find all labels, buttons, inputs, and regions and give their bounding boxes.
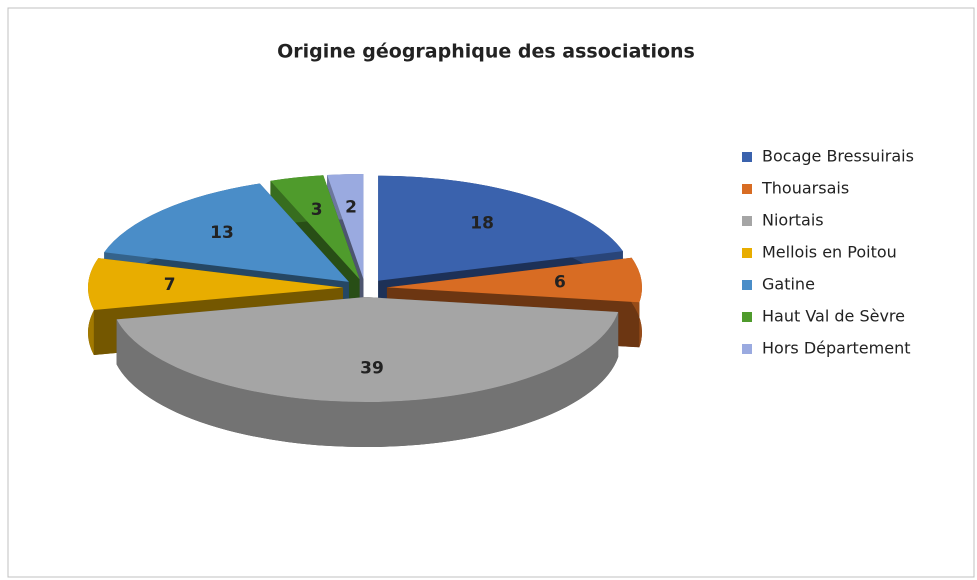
chart-title: Origine géographique des associations [277, 41, 695, 63]
data-label: 13 [210, 223, 234, 243]
legend: Bocage Bressuirais Thouarsais Niortais Mell… [742, 147, 914, 358]
legend-label: Haut Val de Sèvre [762, 307, 905, 326]
legend-swatch [742, 152, 752, 162]
data-label: 6 [554, 272, 566, 292]
slice [386, 257, 642, 303]
legend-swatch [742, 184, 752, 194]
slice-rim [116, 311, 619, 448]
legend-swatch [742, 280, 752, 290]
legend-label: Niortais [762, 211, 824, 230]
legend-label: Gatine [762, 275, 815, 294]
slice [116, 297, 619, 403]
legend-label: Hors Département [762, 339, 910, 358]
slice [270, 175, 360, 280]
legend-label: Mellois en Poitou [762, 243, 897, 262]
slice [88, 258, 344, 310]
data-label: 18 [470, 214, 494, 234]
slice [378, 175, 623, 281]
data-label: 7 [164, 275, 176, 295]
slice [327, 173, 364, 279]
legend-label: Bocage Bressuirais [762, 147, 914, 166]
data-label: 2 [345, 198, 357, 218]
legend-swatch [742, 312, 752, 322]
legend-swatch [742, 216, 752, 226]
legend-label: Thouarsais [761, 179, 849, 198]
data-label: 3 [311, 200, 323, 220]
legend-swatch [742, 248, 752, 258]
slice [104, 183, 349, 282]
legend-swatch [742, 344, 752, 354]
data-label: 39 [360, 358, 384, 378]
